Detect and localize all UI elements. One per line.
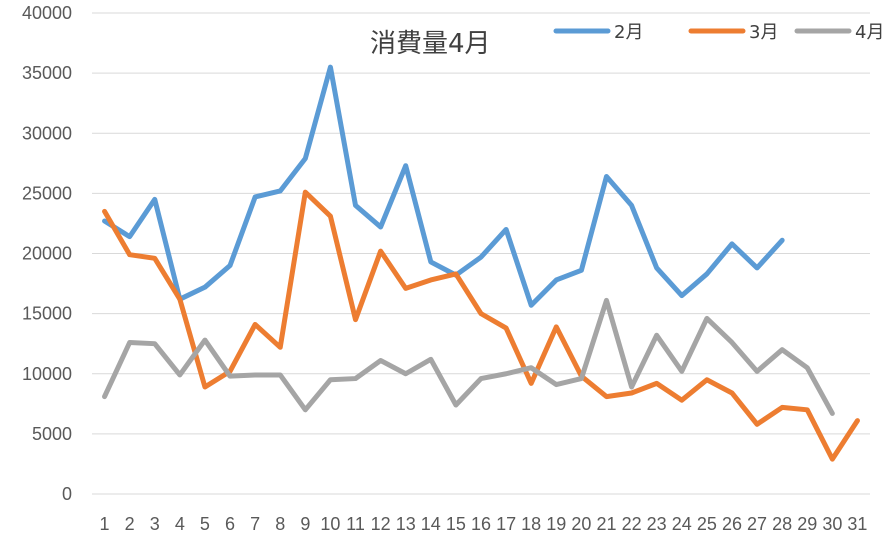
x-tick-label: 10 — [320, 514, 340, 534]
x-tick-label: 31 — [847, 514, 867, 534]
series-lines — [102, 64, 860, 462]
x-tick-label: 4 — [175, 514, 185, 534]
series-3 — [102, 297, 835, 416]
series-2 — [102, 189, 860, 462]
legend-item: 4月 — [794, 22, 884, 43]
x-tick-label: 12 — [371, 514, 391, 534]
legend-label: 3月 — [749, 22, 778, 43]
y-tick-label: 20000 — [22, 244, 72, 264]
x-tick-label: 2 — [125, 514, 135, 534]
series-line — [102, 189, 860, 462]
x-tick-label: 15 — [446, 514, 466, 534]
x-tick-label: 27 — [747, 514, 767, 534]
x-tick-label: 29 — [797, 514, 817, 534]
x-tick-label: 11 — [346, 514, 365, 534]
x-tick-label: 30 — [822, 514, 842, 534]
legend-item: 3月 — [688, 22, 778, 43]
x-axis-tick-labels: 1 2 3 4 5 6 7 8 9 10 11 12 13 14 15 16 17 18 19 20 21 22 23 24 2… — [100, 514, 868, 534]
x-tick-label: 19 — [546, 514, 566, 534]
y-tick-label: 25000 — [22, 183, 72, 203]
y-tick-label: 0 — [62, 484, 72, 504]
y-tick-label: 40000 — [22, 3, 72, 23]
x-tick-label: 21 — [596, 514, 616, 534]
y-tick-label: 10000 — [22, 364, 72, 384]
y-tick-label: 5000 — [32, 424, 72, 444]
x-tick-label: 3 — [150, 514, 160, 534]
x-tick-label: 20 — [571, 514, 591, 534]
x-tick-label: 14 — [421, 514, 441, 534]
x-tick-label: 23 — [647, 514, 667, 534]
x-tick-label: 6 — [225, 514, 235, 534]
y-axis-tick-labels: 0 5000 10000 15000 20000 25000 30000 35000 40000 — [22, 3, 72, 504]
y-tick-label: 30000 — [22, 123, 72, 143]
x-tick-label: 28 — [772, 514, 792, 534]
x-tick-label: 24 — [672, 514, 692, 534]
y-tick-label: 15000 — [22, 304, 72, 324]
x-tick-label: 7 — [250, 514, 260, 534]
y-tick-label: 35000 — [22, 63, 72, 83]
series-1 — [102, 64, 785, 308]
legend-label: 4月 — [855, 22, 884, 43]
x-tick-label: 9 — [300, 514, 310, 534]
x-tick-label: 17 — [496, 514, 516, 534]
x-tick-label: 13 — [396, 514, 416, 534]
x-tick-label: 22 — [622, 514, 642, 534]
x-tick-label: 18 — [521, 514, 541, 534]
x-tick-label: 16 — [471, 514, 491, 534]
x-tick-label: 26 — [722, 514, 742, 534]
legend: 2月 3月 4月 — [553, 22, 884, 43]
x-tick-label: 1 — [100, 514, 110, 534]
x-tick-label: 5 — [200, 514, 210, 534]
legend-item: 2月 — [553, 22, 643, 43]
chart-title: 消費量4月 — [370, 29, 491, 59]
series-line — [102, 64, 785, 308]
legend-label: 2月 — [614, 22, 643, 43]
series-line — [102, 297, 835, 416]
x-tick-label: 8 — [275, 514, 285, 534]
x-tick-label: 25 — [697, 514, 717, 534]
